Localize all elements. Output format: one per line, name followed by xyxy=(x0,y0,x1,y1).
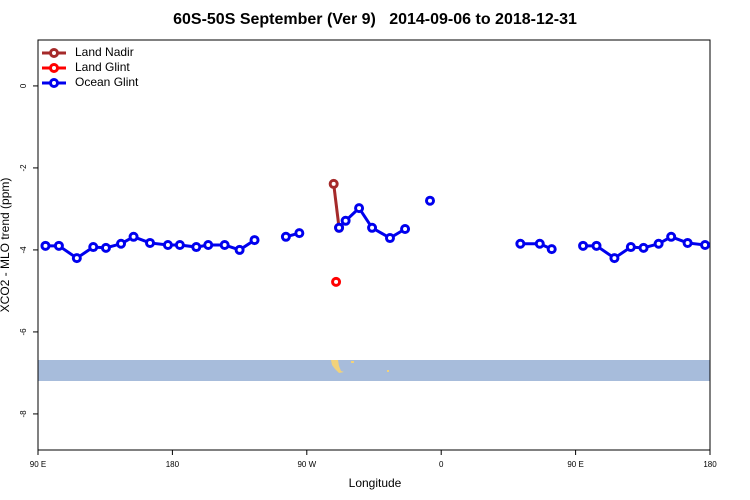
legend-marker xyxy=(49,63,59,73)
data-point xyxy=(128,231,139,242)
y-tick-label: -2 xyxy=(19,164,28,172)
data-point xyxy=(280,231,291,242)
data-point xyxy=(40,240,51,251)
data-point xyxy=(116,238,127,249)
legend-marker xyxy=(49,78,59,88)
legend-label: Land Nadir xyxy=(75,45,134,59)
data-point xyxy=(234,244,245,255)
data-point xyxy=(515,238,526,249)
data-point xyxy=(191,242,202,253)
data-point xyxy=(294,228,305,239)
x-tick-label: 90 E xyxy=(567,460,583,469)
data-point xyxy=(162,240,173,250)
data-point xyxy=(425,195,435,206)
data-point xyxy=(591,240,602,251)
y-tick-label: -8 xyxy=(19,410,28,418)
data-point xyxy=(653,238,664,249)
ocean-strip xyxy=(38,360,710,381)
legend-label: Ocean Glint xyxy=(75,75,139,89)
x-tick-label: 0 xyxy=(439,460,444,469)
data-point xyxy=(578,240,589,251)
data-point xyxy=(331,276,342,287)
data-point xyxy=(88,242,99,253)
data-point xyxy=(219,240,230,250)
data-point xyxy=(334,222,345,233)
data-point xyxy=(354,203,365,214)
x-tick-label: 180 xyxy=(166,460,180,469)
data-point xyxy=(400,224,411,235)
data-point xyxy=(700,240,711,250)
data-point xyxy=(145,237,155,248)
map-strip xyxy=(38,360,710,381)
y-axis-label: XCO2 - MLO trend (ppm) xyxy=(0,178,12,313)
data-point xyxy=(625,242,636,253)
y-tick-label: 0 xyxy=(19,83,28,88)
data-point xyxy=(682,237,693,248)
data-point xyxy=(328,178,339,189)
data-point xyxy=(71,253,82,264)
data-point xyxy=(367,222,378,233)
x-tick-label: 90 W xyxy=(297,460,316,469)
data-point xyxy=(53,240,64,251)
legend-label: Land Glint xyxy=(75,60,130,74)
land-shape xyxy=(351,361,354,363)
data-point xyxy=(534,238,545,249)
data-point xyxy=(249,235,260,246)
chart-title: 60S-50S September (Ver 9) 2014-09-06 to … xyxy=(173,11,577,28)
data-point xyxy=(174,240,185,250)
data-point xyxy=(384,233,395,244)
data-point xyxy=(546,244,557,255)
x-tick-label: 90 E xyxy=(30,460,46,469)
data-point xyxy=(100,242,111,253)
x-axis-label: Longitude xyxy=(349,476,402,490)
y-tick-label: -6 xyxy=(19,328,28,336)
data-point xyxy=(666,231,677,242)
data-point xyxy=(340,215,351,226)
data-point xyxy=(609,253,620,264)
x-tick-label: 180 xyxy=(703,460,717,469)
legend-marker xyxy=(49,48,59,58)
data-point xyxy=(203,240,214,250)
data-point xyxy=(638,242,649,253)
y-tick-label: -4 xyxy=(19,246,28,254)
land-shape xyxy=(387,370,389,372)
series-line xyxy=(332,183,341,228)
land-shape xyxy=(331,360,344,373)
